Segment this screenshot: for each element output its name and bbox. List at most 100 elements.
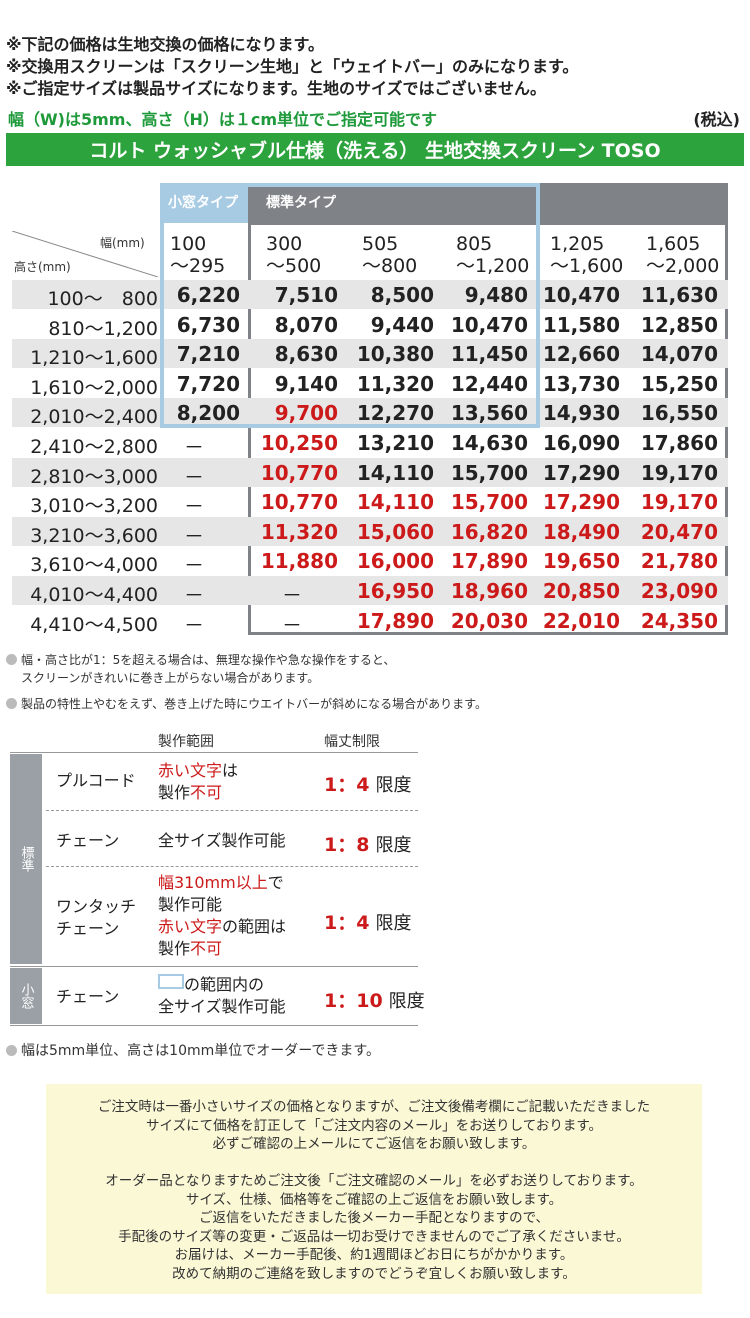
op-range-pullcord: 赤い文字は 製作不可 bbox=[158, 761, 239, 802]
price-cell: 11,320 bbox=[260, 519, 338, 544]
price-cell: 15,700 bbox=[450, 490, 528, 515]
height-range-label: 2,010～2,400 bbox=[30, 406, 158, 429]
col-limit-header: 幅丈制限 bbox=[324, 734, 380, 750]
price-cell: 7,510 bbox=[274, 283, 338, 307]
height-range-label: 810～1,200 bbox=[48, 317, 158, 340]
table-row: 2,410～2,800 － 10,250 13,210 14,630 16,090 17,8… bbox=[12, 428, 728, 459]
price-cell: 15,250 bbox=[640, 371, 718, 396]
notice-line: オーダー品となりますためご注文後「ご注文確認のメール」を必ずお送りしております。 bbox=[105, 1173, 643, 1189]
price-cell: 16,550 bbox=[640, 401, 718, 426]
notice-line: 手配後のサイズ等の変更・ご返品は一切お受けできませんのでご了承くださいませ。 bbox=[118, 1228, 630, 1245]
price-cell: 11,880 bbox=[260, 549, 338, 574]
notice-line: ご返信をいただきました後メーカー手配となりますので、 bbox=[198, 1210, 550, 1226]
height-range-label: 2,410～2,800 bbox=[30, 436, 158, 458]
price-cell: － bbox=[184, 612, 204, 637]
spec-note: 幅（W)は5mm、高さ（H）は１cm単位でご指定可能です bbox=[8, 110, 437, 129]
width-range-header: 505 ～800 bbox=[362, 233, 418, 277]
op-name-pullcord: プルコード bbox=[56, 771, 136, 790]
price-cell: 12,660 bbox=[542, 342, 620, 367]
divider bbox=[10, 1025, 418, 1026]
price-cell: 8,200 bbox=[176, 401, 240, 426]
side-label-small: 小窓 bbox=[10, 968, 42, 1024]
price-cell: 14,110 bbox=[356, 490, 434, 515]
price-cell: － bbox=[282, 583, 302, 607]
price-cell: 7,210 bbox=[176, 342, 240, 367]
height-range-label: 3,610～4,000 bbox=[30, 554, 158, 577]
table-row: 100～ 800 6,220 7,510 8,500 9,480 10,470 11,630 bbox=[12, 280, 728, 310]
table-row: 3,210～3,600 － 11,320 15,060 16,820 18,490 20,4… bbox=[12, 516, 728, 548]
price-cell: 13,210 bbox=[356, 431, 434, 455]
price-cell: 9,700 bbox=[274, 401, 338, 426]
price-cell: 11,630 bbox=[640, 283, 718, 307]
table-row: 4,010～4,400 － － 16,950 18,960 20,850 23,090 bbox=[12, 576, 728, 607]
price-cell: 8,630 bbox=[274, 342, 338, 367]
price-cell: 16,950 bbox=[356, 579, 434, 603]
price-cell: 8,070 bbox=[274, 312, 338, 337]
price-cell: 9,140 bbox=[274, 371, 338, 396]
price-cell: － bbox=[184, 494, 204, 519]
price-cell: － bbox=[184, 464, 204, 489]
table-row: 4,410～4,500 － － 17,890 20,030 22,010 24,350 bbox=[12, 606, 728, 637]
price-cell: 17,890 bbox=[450, 549, 528, 574]
corner-height-label: 高さ(mm) bbox=[14, 260, 71, 274]
footnote-weightbar: 製品の特性上やむをえず、巻き上げた時にウエイトバーが斜めになる場合があります。 bbox=[6, 695, 487, 713]
op-range-small-chain: の範囲内の 全サイズ製作可能 bbox=[158, 974, 286, 1016]
tax-label: (税込) bbox=[693, 110, 740, 129]
table-row: 810～1,200 6,730 8,070 9,440 10,470 11,580 12,8… bbox=[12, 310, 728, 340]
height-range-label: 3,210～3,600 bbox=[30, 524, 158, 547]
price-cell: 17,890 bbox=[356, 608, 434, 633]
op-limit-onetouch: 1：4 限度 bbox=[324, 912, 412, 934]
height-range-label: 100～ 800 bbox=[47, 288, 158, 310]
height-range-label: 3,010～3,200 bbox=[30, 495, 158, 518]
height-range-label: 1,210～1,600 bbox=[30, 347, 158, 370]
price-cell: 13,730 bbox=[542, 371, 620, 396]
price-cell: 18,490 bbox=[542, 519, 620, 544]
small-window-frame-icon bbox=[158, 974, 184, 989]
price-cell: 20,850 bbox=[542, 579, 620, 603]
price-cell: － bbox=[184, 435, 204, 459]
op-range-chain: 全サイズ製作可能 bbox=[158, 831, 286, 850]
price-cell: 10,250 bbox=[260, 431, 338, 455]
corner-diagonal bbox=[12, 231, 158, 277]
divider bbox=[46, 810, 418, 811]
order-unit-note: 幅は5mm単位、高さは10mm単位でオーダーできます。 bbox=[6, 1042, 380, 1060]
price-cell: － bbox=[184, 553, 204, 578]
order-notice-text: ご注文時は一番小さいサイズの価格となりますが、ご注文後備考欄にご記載いただきまし… bbox=[46, 1098, 702, 1283]
price-cell: 11,580 bbox=[542, 312, 620, 337]
price-cell: 15,700 bbox=[450, 460, 528, 485]
table-row: 3,010～3,200 － 10,770 14,110 15,700 17,290 19,1… bbox=[12, 487, 728, 519]
price-cell: 19,170 bbox=[640, 490, 718, 515]
price-cell: 14,070 bbox=[640, 342, 718, 367]
price-cell: 12,270 bbox=[356, 401, 434, 426]
price-cell: 12,850 bbox=[640, 312, 718, 337]
table-row: 1,610～2,000 7,720 9,140 11,320 12,440 13,730 1… bbox=[12, 369, 728, 399]
price-cell: 23,090 bbox=[640, 579, 718, 603]
op-name-onetouch: ワンタッチ チェーン bbox=[56, 897, 137, 938]
price-cell: 22,010 bbox=[542, 608, 620, 633]
notice-line: お届けは、メーカー手配後、約1週間ほどお日にちがかかります。 bbox=[174, 1247, 574, 1263]
price-cell: 15,060 bbox=[356, 519, 434, 544]
product-title: コルト ウォッシャブル仕様（洗える） 生地交換スクリーン TOSO bbox=[6, 133, 744, 166]
height-range-label: 1,610～2,000 bbox=[30, 376, 158, 399]
width-range-header: 1,605 ～2,000 bbox=[646, 233, 720, 277]
bullet-icon bbox=[6, 654, 17, 665]
side-label-standard: 標準 bbox=[10, 754, 42, 964]
price-cell: 13,560 bbox=[450, 401, 528, 426]
price-cell: 17,290 bbox=[542, 460, 620, 485]
price-cell: 19,170 bbox=[640, 460, 718, 485]
price-cell: 16,000 bbox=[356, 549, 434, 574]
price-cell: － bbox=[184, 583, 204, 607]
op-range-onetouch: 幅310mm以上で 製作可能 赤い文字の範囲は 製作不可 bbox=[158, 873, 287, 958]
bullet-icon bbox=[6, 1045, 17, 1056]
table-row: 3,610～4,000 － 11,880 16,000 17,890 19,650 21,7… bbox=[12, 546, 728, 578]
note-size: ※ご指定サイズは製品サイズになります。生地のサイズではございません。 bbox=[6, 79, 547, 98]
price-cell: － bbox=[282, 612, 302, 637]
price-cell: 16,820 bbox=[450, 519, 528, 544]
width-range-header: 805 ～1,200 bbox=[456, 233, 530, 277]
small-window-header-bg bbox=[160, 183, 248, 223]
price-cell: 10,770 bbox=[260, 460, 338, 485]
standard-frame bbox=[248, 225, 728, 635]
standard-header-bg bbox=[248, 183, 728, 225]
col-range-header: 製作範囲 bbox=[158, 734, 214, 750]
bullet-icon bbox=[6, 698, 17, 709]
